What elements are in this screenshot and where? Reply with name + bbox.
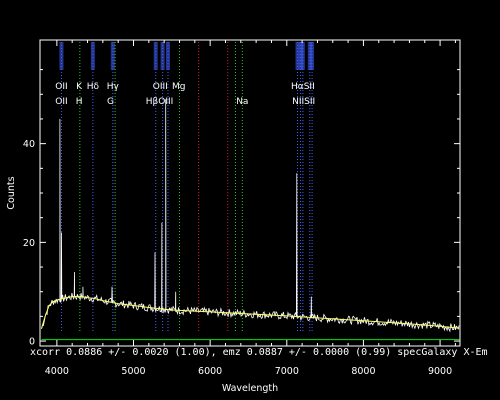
data-group (41, 99, 460, 341)
x-tick-label: 4000 (45, 366, 69, 377)
marker-highlight (59, 42, 64, 70)
line-marker-group (59, 42, 315, 332)
marker-highlight (295, 42, 300, 70)
line-label-group: OII K Hδ Hγ OIII Mg HαSII OII H G HβOIII Na NIISII (55, 82, 315, 107)
y-tick-label: 0 (29, 337, 35, 348)
line-label-bottom: H (76, 97, 83, 107)
line-label-top: HαSII (291, 82, 315, 92)
line-label-bottom: Na (236, 97, 248, 107)
line-label-bottom: NIISII (292, 97, 315, 107)
x-tick-label: 5000 (121, 366, 145, 377)
line-label-bottom: G (107, 97, 114, 107)
line-label-bottom: HβOIII (146, 97, 174, 107)
marker-highlight (153, 42, 158, 70)
line-label-top: Hγ (107, 82, 120, 92)
marker-highlight (110, 42, 115, 70)
x-axis-label: Wavelength (222, 383, 278, 394)
line-label-top: Mg (172, 82, 185, 92)
status-line: xcorr 0.0886 +/- 0.0020 (1.00), emz 0.08… (30, 347, 488, 358)
marker-highlight (165, 42, 170, 70)
line-label-bottom: OII (55, 97, 67, 107)
x-tick-label: 9000 (428, 366, 452, 377)
x-tick-label: 6000 (198, 366, 222, 377)
y-axis-label: Counts (6, 176, 17, 209)
marker-highlight (90, 42, 95, 70)
line-label-top: OII (55, 82, 67, 92)
axes-group: 4000 5000 6000 7000 8000 9000 0 20 40 (23, 40, 460, 377)
line-label-top: Hδ (87, 82, 100, 92)
x-tick-label: 7000 (275, 366, 299, 377)
marker-highlight (310, 42, 315, 70)
marker-highlight (300, 42, 305, 70)
y-tick-label: 20 (23, 238, 35, 249)
marker-highlight (307, 42, 312, 70)
model-line (41, 295, 460, 329)
marker-highlight (298, 42, 303, 70)
x-tick-label: 8000 (351, 366, 375, 377)
y-tick-label: 40 (23, 139, 35, 150)
line-label-top: OIII (153, 82, 168, 92)
marker-highlight (160, 42, 165, 70)
line-label-top: K (76, 82, 83, 92)
